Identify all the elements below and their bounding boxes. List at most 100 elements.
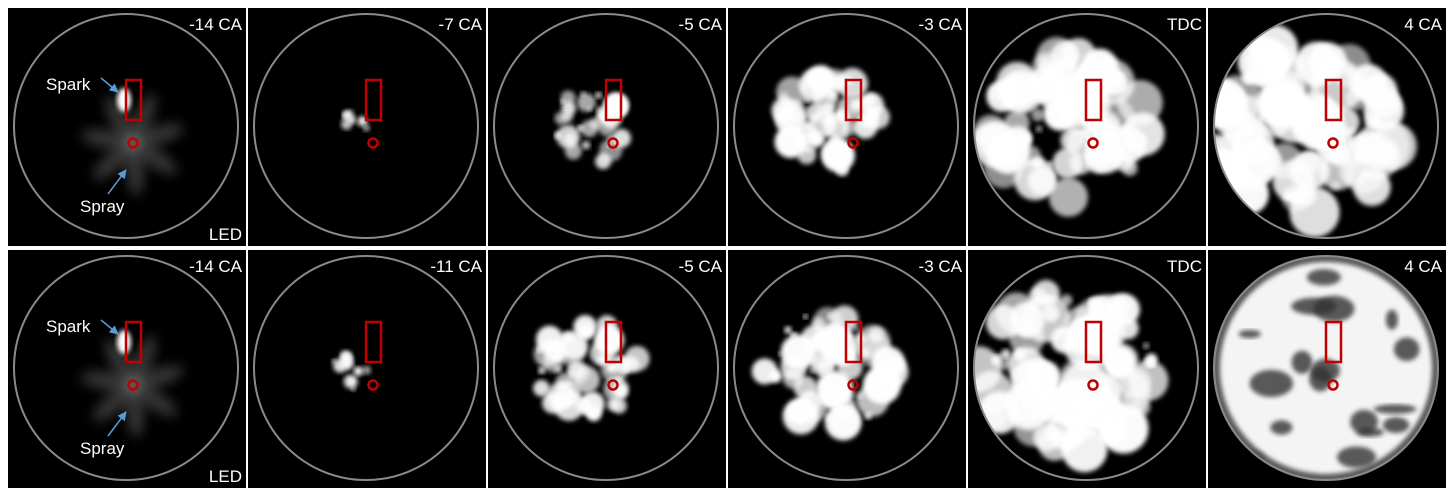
flame-blob bbox=[565, 143, 582, 160]
flame-blob bbox=[1092, 134, 1123, 165]
panel: -11 CA bbox=[248, 250, 486, 488]
panel-label: 4 CA bbox=[1404, 257, 1442, 276]
flame-blob bbox=[582, 141, 590, 149]
flame-blob bbox=[537, 347, 543, 353]
dark-region bbox=[1394, 337, 1420, 361]
flame-blob bbox=[1014, 399, 1018, 403]
flame-image bbox=[1214, 256, 1438, 480]
flame-blob bbox=[822, 138, 850, 166]
panel: -7 CA bbox=[248, 8, 486, 246]
flame-blob bbox=[776, 105, 806, 135]
panel-label: -5 CA bbox=[679, 257, 723, 276]
flame-blob bbox=[1014, 75, 1037, 98]
flame-blob bbox=[1349, 127, 1355, 133]
flame-blob bbox=[579, 324, 594, 339]
flame-blob bbox=[1046, 161, 1053, 168]
dark-region bbox=[1356, 428, 1383, 437]
flame-blob bbox=[790, 400, 814, 424]
flame-blob bbox=[1037, 387, 1063, 413]
flame-blob bbox=[991, 355, 1001, 365]
flame-blob bbox=[332, 359, 336, 363]
flame-blob bbox=[554, 132, 561, 139]
panel: 4 CA bbox=[1208, 250, 1446, 488]
flame-blob bbox=[595, 92, 601, 98]
panel-label: 4 CA bbox=[1404, 15, 1442, 34]
dark-region bbox=[1239, 330, 1261, 338]
flame-blob bbox=[823, 391, 840, 408]
panel: TDC bbox=[955, 250, 1206, 488]
flame-blob bbox=[799, 69, 832, 102]
flame-blob bbox=[1051, 41, 1080, 70]
dark-region bbox=[1383, 417, 1409, 433]
panel-label: TDC bbox=[1167, 15, 1202, 34]
flame-blob bbox=[1036, 125, 1043, 132]
flame-blob bbox=[578, 125, 584, 131]
flame-blob bbox=[362, 366, 371, 375]
panel: -3 CA bbox=[728, 8, 966, 246]
panel-label: -3 CA bbox=[919, 257, 963, 276]
dark-region bbox=[1386, 310, 1398, 330]
flame-blob bbox=[871, 346, 905, 380]
flame-blob bbox=[841, 120, 857, 136]
flame-blob bbox=[615, 357, 630, 372]
flame-blob bbox=[829, 406, 859, 436]
led-label: LED bbox=[209, 225, 242, 244]
flame-blob bbox=[1113, 302, 1121, 310]
flame-blob bbox=[543, 353, 563, 373]
flame-blob bbox=[878, 381, 889, 392]
flame-blob bbox=[1011, 158, 1017, 164]
dark-region bbox=[1374, 404, 1417, 413]
spark-label: Spark bbox=[46, 317, 91, 336]
flame-blob bbox=[1108, 344, 1138, 374]
spray-label: Spray bbox=[80, 197, 125, 216]
flame-blob bbox=[556, 373, 574, 391]
flame-blob bbox=[1008, 347, 1045, 384]
flame-blob bbox=[1047, 411, 1087, 451]
panel-label: TDC bbox=[1167, 257, 1202, 276]
flame-blob bbox=[989, 84, 1006, 101]
panel: -3 CA bbox=[728, 250, 966, 488]
flame-blob bbox=[1345, 67, 1355, 77]
flame-blob bbox=[560, 99, 564, 103]
flame-blob bbox=[533, 380, 550, 397]
flame-blob bbox=[1069, 151, 1092, 174]
flame-blob bbox=[826, 374, 832, 380]
flame-blob bbox=[783, 368, 803, 388]
flame-blob bbox=[342, 358, 354, 370]
flame-blob bbox=[1055, 71, 1086, 102]
panel: -14 CASparkSprayLED bbox=[8, 250, 246, 488]
flame-blob bbox=[1284, 192, 1292, 200]
flame-blob bbox=[354, 367, 363, 376]
panel-label: -14 CA bbox=[189, 15, 243, 34]
flame-blob bbox=[1331, 181, 1340, 190]
spray-label: Spray bbox=[80, 439, 125, 458]
flame-blob bbox=[1321, 129, 1346, 154]
flame-blob bbox=[1089, 59, 1135, 105]
flame-blob bbox=[1010, 302, 1045, 337]
spark-glow bbox=[117, 88, 131, 112]
dark-region bbox=[1313, 296, 1354, 322]
dark-region bbox=[1250, 370, 1293, 397]
dark-region bbox=[1307, 269, 1341, 285]
panel-label: -3 CA bbox=[919, 15, 963, 34]
panel-label: -11 CA bbox=[430, 257, 482, 276]
flame-blob bbox=[1361, 73, 1398, 110]
flame-blob bbox=[769, 370, 782, 383]
dark-region bbox=[1292, 351, 1313, 374]
flame-blob bbox=[804, 77, 813, 86]
flame-blob bbox=[810, 368, 815, 373]
panel: -5 CA bbox=[488, 250, 726, 488]
panel-label: -5 CA bbox=[679, 15, 723, 34]
flame-blob bbox=[869, 327, 884, 342]
flame-blob bbox=[857, 392, 864, 399]
panel: TDC bbox=[968, 8, 1206, 246]
panel: 4 CA bbox=[1198, 8, 1446, 246]
flame-blob bbox=[1031, 109, 1044, 122]
flame-blob bbox=[826, 414, 833, 421]
flame-blob bbox=[562, 111, 573, 122]
flame-blob bbox=[821, 103, 835, 117]
flame-blob bbox=[1087, 405, 1110, 428]
flame-blob bbox=[1001, 349, 1010, 358]
flame-blob bbox=[599, 139, 622, 162]
flame-blob bbox=[576, 399, 592, 415]
